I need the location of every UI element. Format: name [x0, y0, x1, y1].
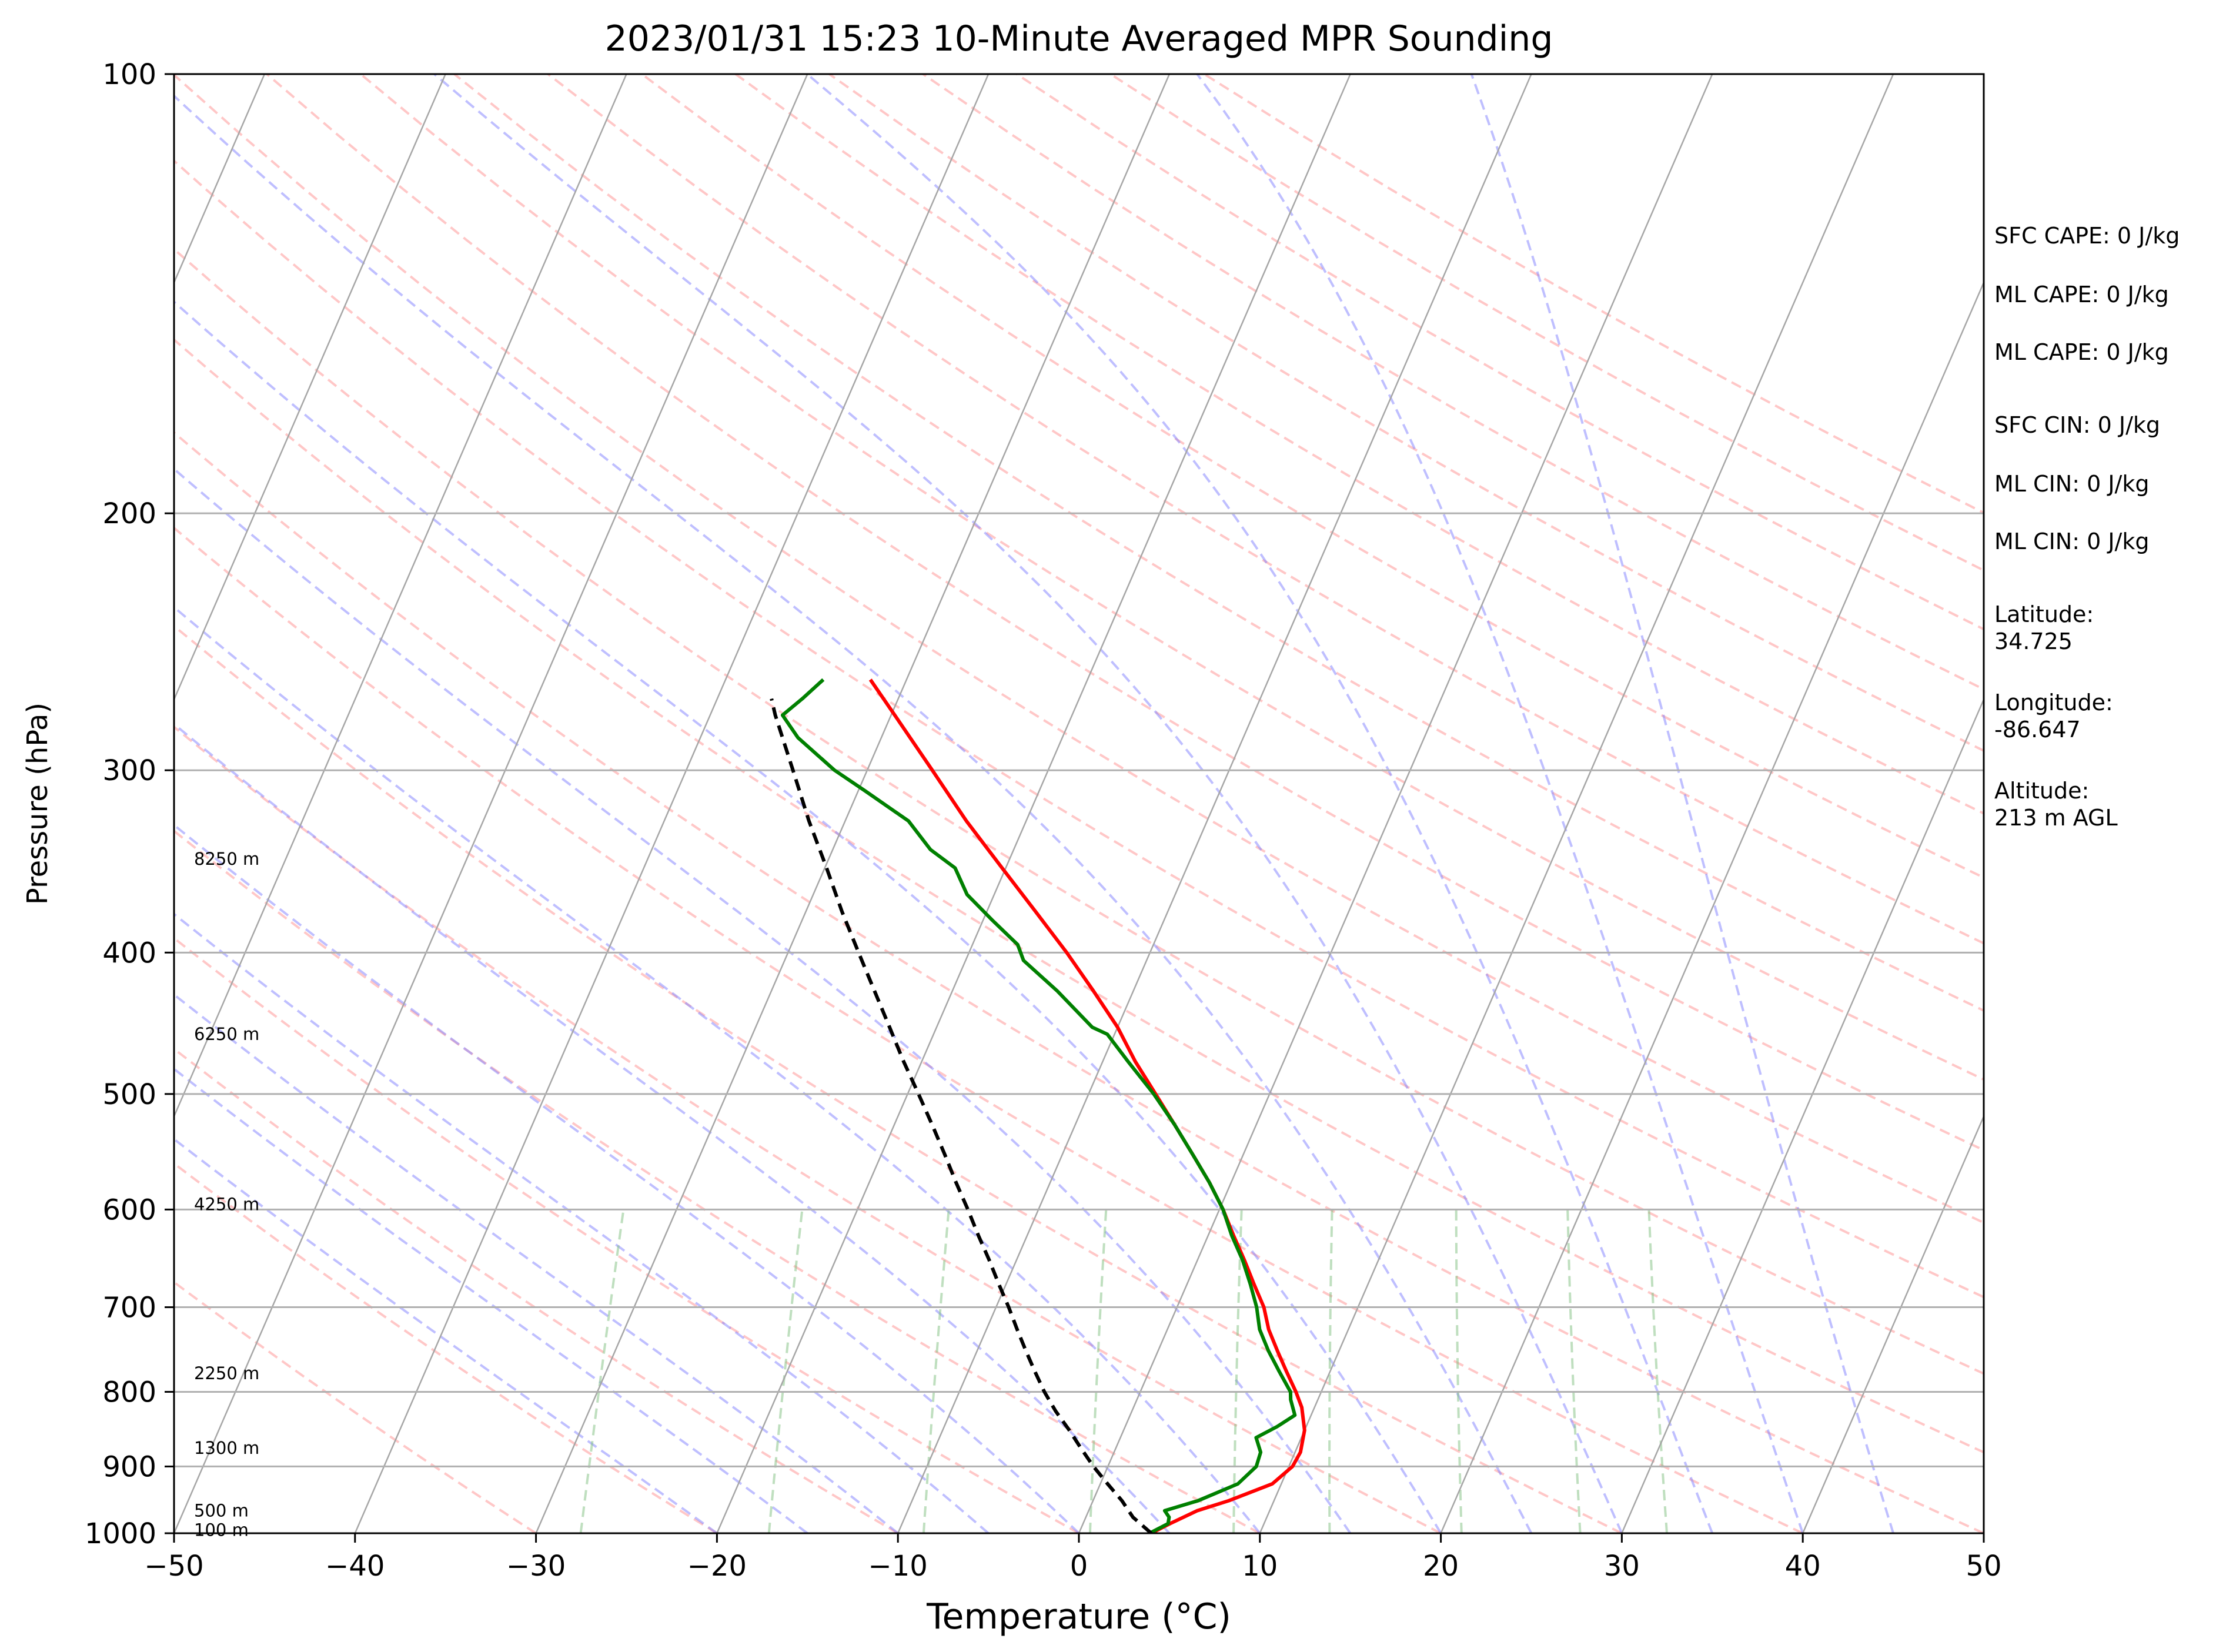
y-tick-label: 800: [102, 1376, 156, 1409]
dewpoint-line: [780, 678, 1297, 1533]
info-annotation: ML CIN: 0 J/kg: [1994, 529, 2150, 554]
height-label: 2250 m: [194, 1363, 259, 1383]
moist-adiabat: [1196, 74, 1804, 1533]
isotherm: [354, 74, 990, 1533]
x-axis-label: Temperature (°C): [926, 1596, 1231, 1637]
axes: −50 −40 −30 −20 −10 0 10 20 30 40 50 100 200 300 400 50…: [85, 58, 2002, 1583]
dry-adiabat: [174, 1280, 537, 1533]
dry-adiabat: [174, 829, 1261, 1533]
dry-adiabat: [922, 74, 1984, 691]
height-label: 4250 m: [194, 1194, 259, 1214]
x-tick-label: −40: [325, 1550, 385, 1583]
isotherm: [1440, 280, 1984, 1533]
isotherm: [174, 74, 808, 1533]
dry-adiabat: [174, 338, 1984, 1454]
moist-adiabat: [174, 1138, 718, 1533]
moist-adiabat: [174, 467, 1352, 1533]
height-label: 1300 m: [194, 1438, 259, 1458]
moist-adiabat: [174, 1067, 808, 1533]
background-lines: [174, 74, 1984, 1533]
moist-adiabat: [174, 823, 1080, 1533]
height-label: 6250 m: [194, 1024, 259, 1044]
info-annotation: Altitude: 213 m AGL: [1994, 778, 2118, 831]
dry-adiabat: [828, 74, 1984, 753]
x-tick-label: −30: [506, 1550, 566, 1583]
dry-adiabat: [174, 74, 1984, 1224]
y-tick-label: 100: [102, 58, 156, 91]
dry-adiabat: [174, 248, 1984, 1375]
isotherm: [1259, 74, 1894, 1533]
y-tick-label: 700: [102, 1292, 156, 1325]
info-annotation: ML CIN: 0 J/kg: [1994, 471, 2150, 497]
dry-adiabat: [174, 431, 1984, 1533]
moist-adiabat: [174, 94, 1533, 1533]
x-tick-label: 40: [1785, 1550, 1821, 1583]
x-tick-label: 30: [1604, 1550, 1640, 1583]
x-tick-label: −50: [144, 1550, 203, 1583]
chart-title: 2023/01/31 15:23 10-Minute Averaged MPR …: [605, 18, 1553, 59]
y-tick-label: 900: [102, 1450, 156, 1483]
height-label: 100 m: [194, 1520, 249, 1540]
height-label: 8250 m: [194, 849, 259, 869]
isotherm: [1621, 697, 1984, 1533]
isotherm: [1802, 1114, 1984, 1533]
dry-adiabat: [174, 624, 1623, 1533]
y-tick-label: 300: [102, 754, 156, 787]
moist-adiabat: [174, 606, 1261, 1533]
height-label: 500 m: [194, 1501, 249, 1521]
isotherm: [1078, 74, 1713, 1533]
info-annotation: Latitude: 34.725: [1994, 601, 2094, 654]
dry-adiabat: [547, 74, 1984, 945]
y-tick-label: 500: [102, 1078, 156, 1111]
moist-adiabat: [174, 993, 899, 1533]
y-tick-label: 200: [102, 497, 156, 530]
dry-adiabat: [641, 74, 1984, 879]
isotherm: [174, 74, 446, 701]
x-tick-label: −20: [687, 1550, 747, 1583]
y-tick-label: 1000: [85, 1517, 156, 1550]
y-tick-label: 600: [102, 1193, 156, 1226]
isotherm: [535, 74, 1171, 1533]
x-tick-label: 0: [1070, 1550, 1088, 1583]
moist-adiabat: [806, 74, 1714, 1533]
dry-adiabat: [174, 937, 1079, 1533]
moist-adiabat: [1470, 74, 1895, 1533]
dry-adiabat: [360, 74, 1984, 1081]
info-annotation: SFC CAPE: 0 J/kg: [1994, 223, 2180, 249]
dry-adiabat: [266, 74, 1984, 1152]
x-tick-label: −10: [868, 1550, 928, 1583]
info-annotation: SFC CIN: 0 J/kg: [1994, 412, 2161, 438]
x-tick-label: 20: [1423, 1550, 1459, 1583]
y-tick-label: 400: [102, 937, 156, 969]
isotherm: [897, 74, 1532, 1533]
dry-adiabat: [174, 1047, 899, 1533]
isotherm: [174, 74, 627, 1118]
y-axis-label: Pressure (hPa): [21, 703, 54, 905]
moist-adiabat: [174, 300, 1442, 1533]
moist-adiabat: [433, 74, 1623, 1533]
info-annotation: ML CAPE: 0 J/kg: [1994, 339, 2169, 365]
x-tick-label: 50: [1966, 1550, 2001, 1583]
isotherm: [716, 74, 1351, 1533]
dry-adiabat: [174, 526, 1804, 1533]
dry-adiabat: [174, 725, 1442, 1533]
sounding-traces: [770, 678, 1306, 1533]
parcel-line: [770, 698, 1153, 1533]
info-annotation: ML CAPE: 0 J/kg: [1994, 282, 2169, 307]
x-tick-label: 10: [1242, 1550, 1278, 1583]
info-annotation: Longitude: -86.647: [1994, 690, 2113, 743]
